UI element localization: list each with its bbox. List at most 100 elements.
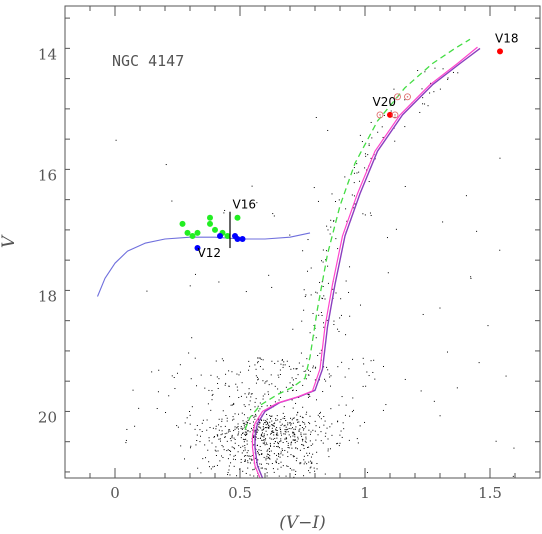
field-star <box>177 426 179 428</box>
field-star <box>271 427 273 429</box>
field-star <box>165 164 167 166</box>
field-star <box>233 404 235 406</box>
field-star <box>287 451 289 453</box>
field-star <box>310 466 312 468</box>
field-star <box>277 441 279 443</box>
open-point-center <box>379 114 381 116</box>
field-star <box>339 434 341 436</box>
field-star <box>457 72 459 74</box>
field-star <box>295 390 297 392</box>
field-star <box>456 387 458 389</box>
field-star <box>255 433 257 435</box>
field-star <box>234 448 236 450</box>
field-star <box>255 368 257 370</box>
field-star <box>290 368 292 370</box>
field-star <box>322 442 324 444</box>
field-star <box>254 406 256 408</box>
axis-ticks: 0 0.5 1 1.5 14 16 18 20 <box>38 6 541 502</box>
field-star <box>285 431 287 433</box>
field-star <box>222 457 224 459</box>
field-star <box>227 431 229 433</box>
field-star <box>279 441 281 443</box>
field-star <box>329 376 331 378</box>
field-star <box>272 430 274 432</box>
field-star <box>274 385 276 387</box>
field-star <box>359 134 361 136</box>
field-star <box>156 408 158 410</box>
field-star <box>280 434 282 436</box>
field-star <box>224 384 226 386</box>
field-star <box>359 180 361 182</box>
field-star <box>224 436 226 438</box>
field-star <box>230 462 232 464</box>
field-star <box>312 365 314 367</box>
field-star <box>230 404 232 406</box>
field-star <box>316 468 318 470</box>
field-star <box>267 456 269 458</box>
field-star <box>233 447 235 449</box>
field-star <box>358 171 360 173</box>
field-star <box>224 437 226 439</box>
field-star <box>281 359 283 361</box>
field-star <box>254 401 256 403</box>
field-star <box>293 431 295 433</box>
field-star <box>357 442 359 444</box>
field-star <box>246 422 248 424</box>
field-star <box>231 404 233 406</box>
field-star <box>319 413 321 415</box>
field-star <box>277 419 279 421</box>
field-star <box>297 411 299 413</box>
field-star <box>268 451 270 453</box>
field-star <box>296 440 298 442</box>
field-star <box>277 453 279 455</box>
field-star <box>297 421 299 423</box>
field-star <box>345 404 347 406</box>
field-star <box>430 82 432 84</box>
field-star <box>224 433 226 435</box>
field-star <box>208 461 210 463</box>
field-star <box>194 357 196 359</box>
field-star <box>254 364 256 366</box>
field-star <box>292 417 294 419</box>
field-star <box>146 290 148 292</box>
field-star <box>287 465 289 467</box>
field-star <box>323 366 325 368</box>
field-star <box>362 357 364 359</box>
field-star <box>259 366 261 368</box>
field-star <box>215 455 217 457</box>
field-star <box>247 419 249 421</box>
field-star <box>260 449 262 451</box>
field-star <box>312 429 314 431</box>
field-star <box>290 444 292 446</box>
field-star <box>293 469 295 471</box>
field-star <box>278 453 280 455</box>
field-star <box>202 458 204 460</box>
field-star <box>348 368 350 370</box>
field-star <box>227 449 229 451</box>
field-star <box>211 442 213 444</box>
field-star <box>290 454 292 456</box>
field-star <box>292 422 294 424</box>
field-star <box>132 389 134 391</box>
field-star <box>231 436 233 438</box>
field-star <box>273 215 275 217</box>
field-star <box>359 425 361 427</box>
field-star <box>259 357 261 359</box>
field-star <box>208 437 210 439</box>
field-star <box>285 475 287 477</box>
field-star <box>301 416 303 418</box>
curve-isochrone-green-dashed <box>244 38 471 430</box>
field-star <box>305 378 307 380</box>
field-star <box>242 420 244 422</box>
field-star <box>317 434 319 436</box>
field-star <box>260 434 262 436</box>
field-star <box>204 387 206 389</box>
field-star <box>260 419 262 421</box>
field-star <box>244 434 246 436</box>
field-star <box>290 424 292 426</box>
field-star <box>312 443 314 445</box>
field-star <box>242 445 244 447</box>
field-star <box>303 448 305 450</box>
field-star <box>334 201 336 203</box>
field-star <box>315 291 317 293</box>
